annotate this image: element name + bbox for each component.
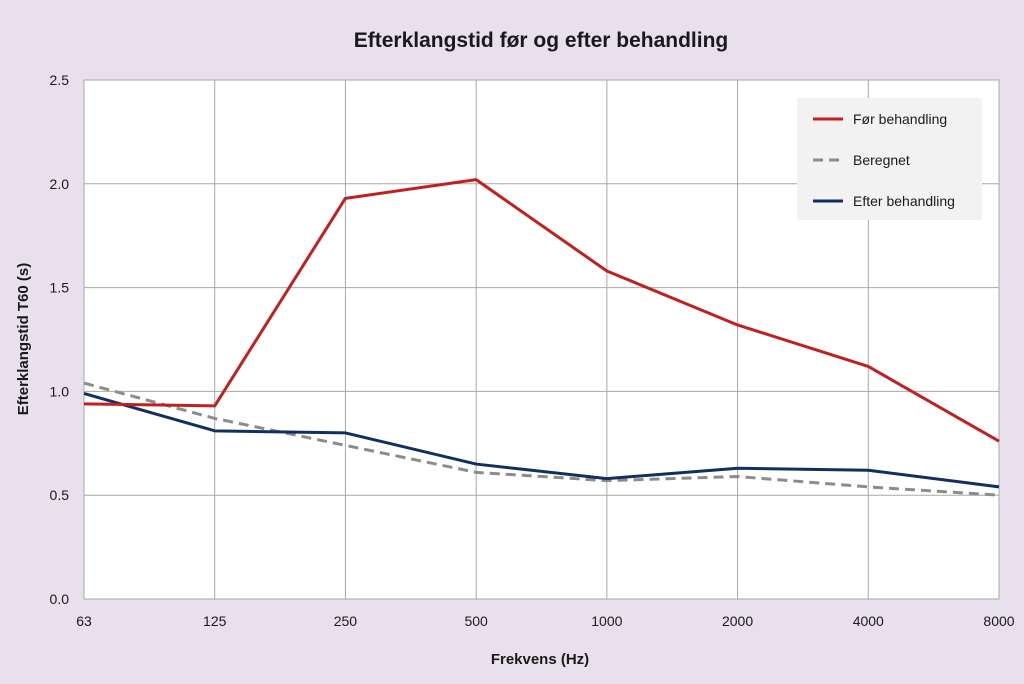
- legend-label: Efter behandling: [853, 193, 955, 209]
- y-tick-label: 1.0: [50, 383, 70, 399]
- series-line-beregnet: [83, 381, 1000, 497]
- series-line-f-r-behandling: [83, 178, 1000, 443]
- y-axis-title: Efterklangstid T60 (s): [15, 263, 32, 416]
- legend: Før behandling Beregnet Efter behandling: [797, 98, 982, 220]
- x-tick-label: 2000: [722, 613, 753, 629]
- chart-title: Efterklangstid før og efter behandling: [354, 29, 729, 52]
- x-tick-label: 1000: [591, 613, 622, 629]
- y-tick-label: 0.0: [50, 591, 70, 607]
- y-tick-label: 1.5: [50, 280, 70, 296]
- y-axis-ticks: 0.0 0.5 1.0 1.5 2.0 2.5: [50, 72, 70, 607]
- x-tick-label: 500: [464, 613, 488, 629]
- series-line-efter-behandling: [83, 392, 1000, 489]
- series-lines: [83, 178, 1000, 497]
- gridlines: [83, 79, 1000, 600]
- legend-label: Før behandling: [853, 111, 947, 127]
- y-tick-label: 2.5: [50, 72, 70, 88]
- y-tick-label: 0.5: [50, 487, 70, 503]
- x-axis-title: Frekvens (Hz): [491, 651, 589, 668]
- x-tick-label: 125: [203, 613, 227, 629]
- y-tick-label: 2.0: [50, 176, 70, 192]
- x-axis-ticks: 63 125 250 500 1000 2000 4000 8000: [76, 613, 1015, 629]
- x-tick-label: 63: [76, 613, 92, 629]
- x-tick-label: 8000: [983, 613, 1014, 629]
- x-tick-label: 250: [334, 613, 358, 629]
- x-tick-label: 4000: [853, 613, 884, 629]
- legend-label: Beregnet: [853, 152, 910, 168]
